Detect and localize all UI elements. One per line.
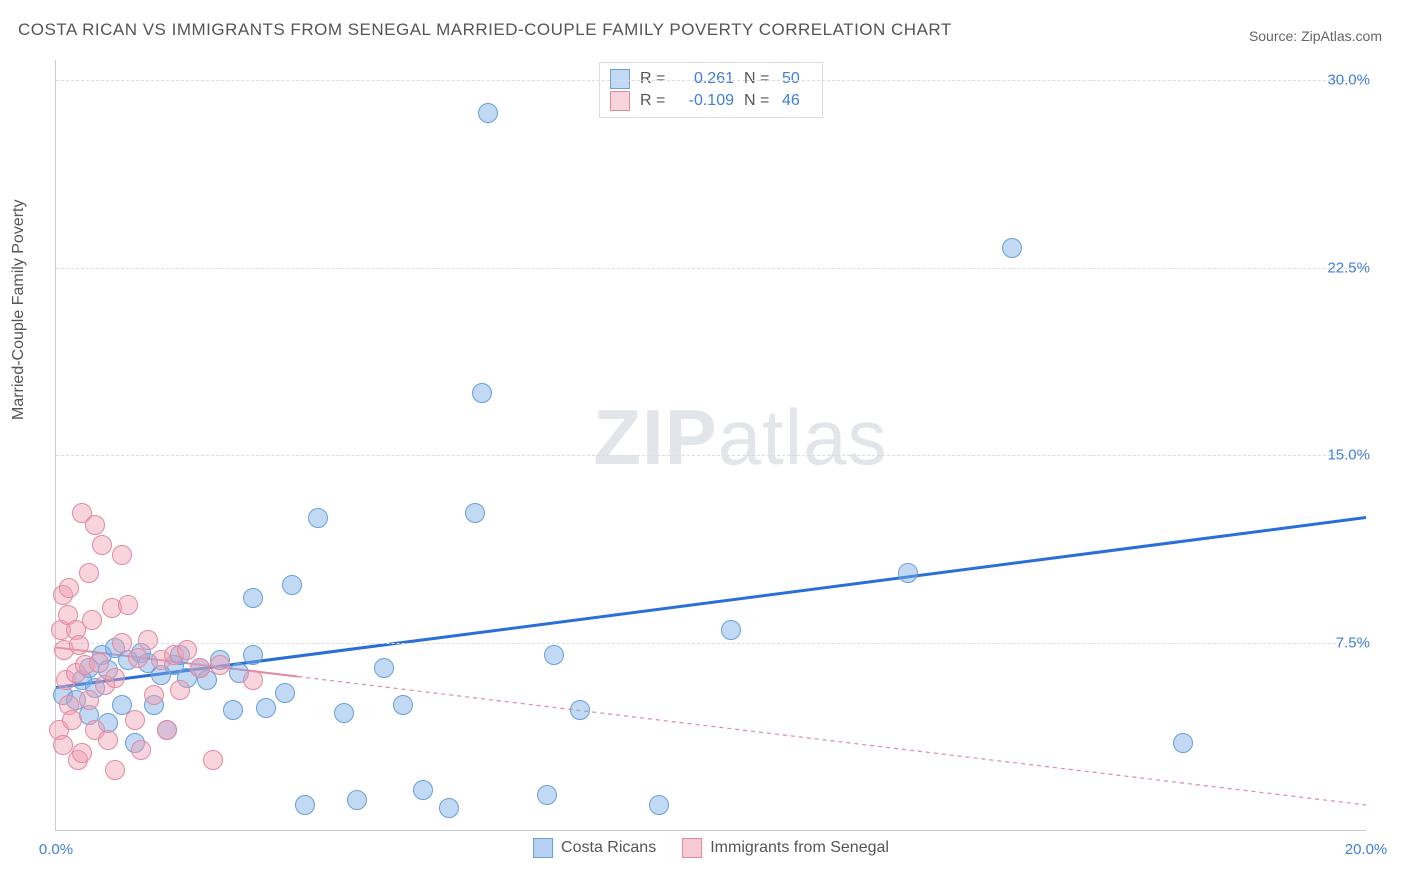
data-point [89,653,109,673]
data-point [138,630,158,650]
data-point [275,683,295,703]
data-point [544,645,564,665]
legend-label-2: Immigrants from Senegal [710,839,889,857]
y-tick-label: 22.5% [1327,259,1370,276]
trend-lines-layer [56,60,1366,830]
gridline [56,80,1366,81]
data-point [721,620,741,640]
data-point [308,508,328,528]
x-tick-label: 0.0% [39,841,73,858]
data-point [85,515,105,535]
data-point [118,595,138,615]
y-tick-label: 15.0% [1327,447,1370,464]
data-point [82,610,102,630]
data-point [69,635,89,655]
data-point [92,535,112,555]
stats-r-value-2: -0.109 [678,92,734,110]
y-axis-label: Married-Couple Family Poverty [10,199,28,420]
data-point [243,588,263,608]
data-point [72,743,92,763]
y-tick-label: 7.5% [1336,634,1370,651]
data-point [898,563,918,583]
data-point [334,703,354,723]
watermark-light: atlas [718,393,888,481]
data-point [472,383,492,403]
data-point [570,700,590,720]
data-point [256,698,276,718]
watermark: ZIPatlas [593,392,887,483]
data-point [62,710,82,730]
gridline [56,268,1366,269]
stats-n-value-1: 50 [782,70,810,88]
data-point [144,685,164,705]
y-tick-label: 30.0% [1327,72,1370,89]
data-point [177,640,197,660]
data-point [282,575,302,595]
data-point [112,633,132,653]
stats-r-label: R = [640,92,668,110]
swatch-series1-icon [533,838,553,858]
stats-n-label: N = [744,92,772,110]
data-point [59,578,79,598]
data-point [347,790,367,810]
data-point [439,798,459,818]
swatch-series2 [610,91,630,111]
data-point [537,785,557,805]
stats-n-value-2: 46 [782,92,810,110]
data-point [125,710,145,730]
stats-r-label: R = [640,70,668,88]
data-point [98,730,118,750]
data-point [393,695,413,715]
source-label: Source: ZipAtlas.com [1249,28,1382,44]
data-point [203,750,223,770]
watermark-bold: ZIP [593,393,717,481]
data-point [105,668,125,688]
stats-row-series1: R = 0.261 N = 50 [610,68,810,90]
data-point [1173,733,1193,753]
data-point [1002,238,1022,258]
data-point [478,103,498,123]
data-point [649,795,669,815]
data-point [295,795,315,815]
data-point [243,670,263,690]
stats-r-value-1: 0.261 [678,70,734,88]
data-point [105,760,125,780]
data-point [170,680,190,700]
data-point [190,658,210,678]
data-point [223,700,243,720]
stats-row-series2: R = -0.109 N = 46 [610,90,810,112]
legend-item-1: Costa Ricans [533,838,656,858]
data-point [112,545,132,565]
stats-n-label: N = [744,70,772,88]
data-point [79,690,99,710]
series-legend: Costa Ricans Immigrants from Senegal [533,838,889,858]
legend-label-1: Costa Ricans [561,839,656,857]
page-title: COSTA RICAN VS IMMIGRANTS FROM SENEGAL M… [18,20,952,40]
legend-item-2: Immigrants from Senegal [682,838,889,858]
chart-plot-area: ZIPatlas R = 0.261 N = 50 R = -0.109 N =… [55,60,1366,831]
stats-legend: R = 0.261 N = 50 R = -0.109 N = 46 [599,62,823,118]
data-point [210,655,230,675]
swatch-series1 [610,69,630,89]
gridline [56,455,1366,456]
data-point [79,563,99,583]
data-point [157,720,177,740]
data-point [128,648,148,668]
data-point [465,503,485,523]
data-point [243,645,263,665]
data-point [131,740,151,760]
gridline [56,643,1366,644]
trend-line [298,677,1366,805]
x-tick-label: 20.0% [1345,841,1388,858]
data-point [413,780,433,800]
data-point [374,658,394,678]
swatch-series2-icon [682,838,702,858]
